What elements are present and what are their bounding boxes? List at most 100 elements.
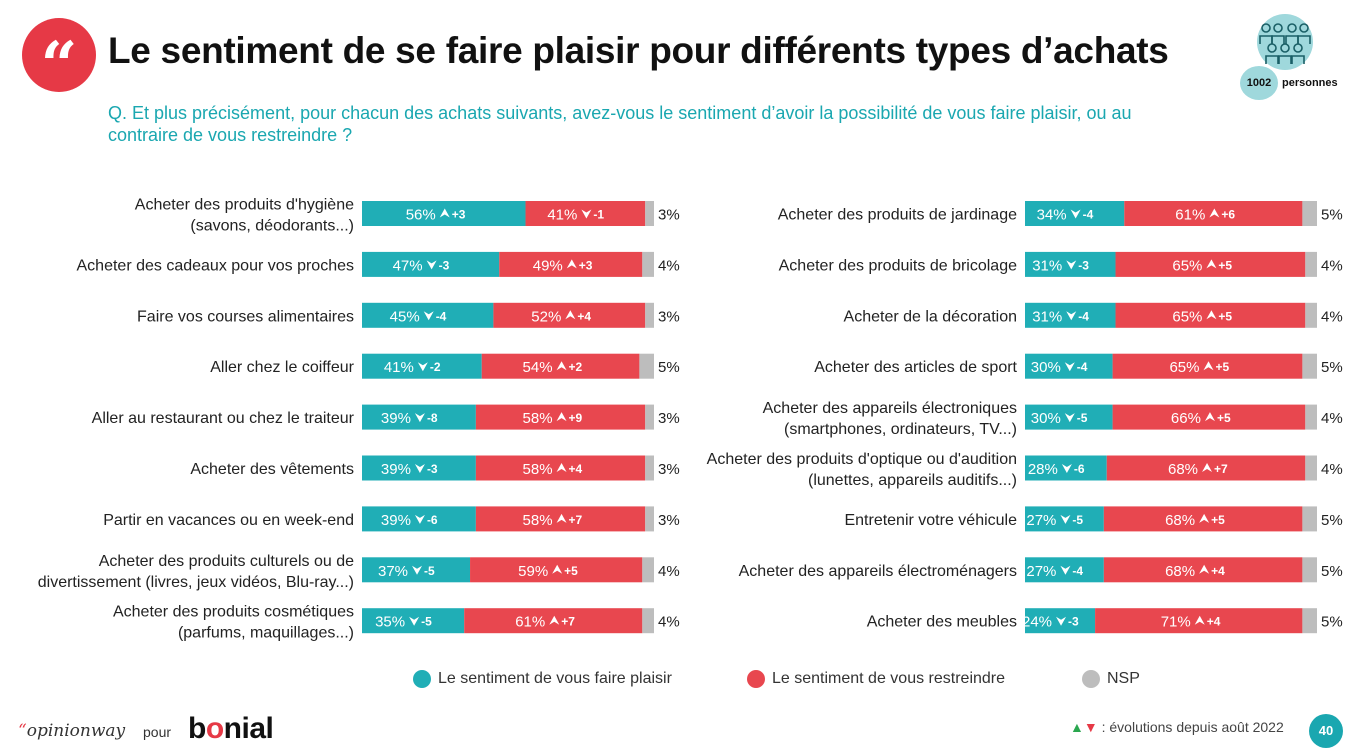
category-label: divertissement (livres, jeux vidéos, Blu… xyxy=(38,574,354,591)
arrow-down-icon: ▼ xyxy=(1083,719,1098,735)
value-label: 49% xyxy=(533,257,563,274)
value-label-nsp: 3% xyxy=(658,207,680,224)
survey-question: Q. Et plus précisément, pour chacun des … xyxy=(108,103,1132,145)
bonial-logo: bonial xyxy=(188,712,274,746)
arrow-up-icon xyxy=(566,259,577,269)
arrow-down-icon xyxy=(1066,311,1077,321)
evolution-label: -5 xyxy=(424,564,435,578)
arrow-down-icon xyxy=(409,616,420,626)
evolution-label: -5 xyxy=(421,615,432,629)
evolution-label: +4 xyxy=(1211,564,1225,578)
value-label-nsp: 4% xyxy=(658,257,680,274)
category-label: Acheter des produits de bricolage xyxy=(779,257,1017,274)
value-label-nsp: 5% xyxy=(1321,614,1343,631)
bar-segment-nsp xyxy=(1302,353,1317,379)
value-label: 61% xyxy=(1175,207,1205,224)
arrow-down-icon xyxy=(414,413,425,423)
evolution-label: +9 xyxy=(569,411,583,425)
arrow-down-icon xyxy=(412,565,423,575)
value-label: 56% xyxy=(406,207,436,224)
category-label: Faire vos courses alimentaires xyxy=(137,308,354,325)
arrow-up-icon xyxy=(1194,615,1205,625)
value-label: 24% xyxy=(1022,614,1052,631)
category-label: Aller au restaurant ou chez le traiteur xyxy=(92,410,355,427)
evolution-label: -3 xyxy=(1068,615,1079,629)
arrow-down-icon xyxy=(414,514,425,524)
arrow-up-icon xyxy=(1203,361,1214,371)
value-label: 68% xyxy=(1165,563,1195,580)
evolution-label: +3 xyxy=(452,208,466,222)
arrow-down-icon xyxy=(426,260,437,270)
value-label: 31% xyxy=(1032,308,1062,325)
opinionway-text: opinionway xyxy=(26,721,126,741)
arrow-up-icon xyxy=(556,412,567,422)
value-label: 30% xyxy=(1031,359,1061,376)
value-label: 39% xyxy=(381,512,411,529)
value-label: 58% xyxy=(523,410,553,427)
arrow-up-icon: ▲ xyxy=(1070,719,1084,735)
category-label: Acheter des produits d'optique ou d'audi… xyxy=(707,451,1017,468)
value-label: 65% xyxy=(1169,359,1199,376)
evolution-label: +5 xyxy=(1218,309,1232,323)
arrow-up-icon xyxy=(549,615,560,625)
arrow-up-icon xyxy=(1204,412,1215,422)
arrow-up-icon xyxy=(1199,564,1210,574)
arrow-up-icon xyxy=(556,513,567,523)
arrow-down-icon xyxy=(1061,464,1072,473)
category-label: Acheter des articles de sport xyxy=(814,359,1017,376)
category-label: Acheter des appareils électroménagers xyxy=(739,563,1017,580)
bonial-part-1: b xyxy=(188,712,206,745)
value-label: 28% xyxy=(1028,461,1058,478)
category-label: Acheter des meubles xyxy=(867,614,1017,631)
legend-label: NSP xyxy=(1107,670,1140,687)
category-label: Acheter des produits d'hygiène xyxy=(135,197,354,214)
value-label: 68% xyxy=(1168,461,1198,478)
value-label-nsp: 3% xyxy=(658,461,680,478)
evolution-label: -8 xyxy=(427,411,438,425)
page-number: 40 xyxy=(1309,714,1343,748)
quote-badge-icon: “ xyxy=(22,18,96,103)
value-label-nsp: 4% xyxy=(1321,410,1343,427)
value-label: 37% xyxy=(378,563,408,580)
evolution-label: +5 xyxy=(1217,411,1231,425)
category-label: Entretenir votre véhicule xyxy=(844,512,1017,529)
bar-segment-nsp xyxy=(1302,608,1317,634)
arrow-up-icon xyxy=(552,564,563,574)
evolution-label: +7 xyxy=(561,615,575,629)
bar-segment-nsp xyxy=(1305,404,1317,430)
evolution-label: +3 xyxy=(579,258,593,272)
value-label: 68% xyxy=(1165,512,1195,529)
bar-segment-nsp xyxy=(642,557,654,583)
bar-segment-nsp xyxy=(642,608,654,634)
arrow-down-icon xyxy=(1056,616,1067,626)
evolution-label: +4 xyxy=(569,462,583,476)
bar-segment-nsp xyxy=(1302,557,1317,583)
value-label: 59% xyxy=(518,563,548,580)
bar-segment-nsp xyxy=(642,251,654,277)
evolution-label: +2 xyxy=(569,360,583,374)
evolution-label: -6 xyxy=(427,513,438,527)
value-label: 41% xyxy=(547,207,577,224)
sample-label: personnes xyxy=(1282,77,1338,89)
evolution-label: +7 xyxy=(569,513,583,527)
value-label: 27% xyxy=(1026,563,1056,580)
arrow-down-icon xyxy=(417,362,428,372)
arrow-down-icon xyxy=(414,464,425,473)
evolution-label: -3 xyxy=(1078,258,1089,272)
bar-segment-nsp xyxy=(1305,302,1317,328)
value-label: 54% xyxy=(523,359,553,376)
legend-item-nsp: NSP xyxy=(1082,670,1140,688)
category-label: Acheter des produits de jardinage xyxy=(778,207,1017,224)
evolution-label: -1 xyxy=(593,208,604,222)
value-label-nsp: 3% xyxy=(658,410,680,427)
bonial-part-2: o xyxy=(205,712,224,745)
arrow-up-icon xyxy=(1202,463,1213,472)
arrow-down-icon xyxy=(1066,260,1077,270)
evolution-label: +7 xyxy=(1214,462,1228,476)
category-label: Acheter de la décoration xyxy=(844,308,1017,325)
category-label: Acheter des vêtements xyxy=(190,461,354,478)
bar-segment-nsp xyxy=(645,455,654,481)
bar-segment-nsp xyxy=(645,302,654,328)
arrow-up-icon xyxy=(556,463,567,472)
evolution-label: +6 xyxy=(1221,208,1235,222)
